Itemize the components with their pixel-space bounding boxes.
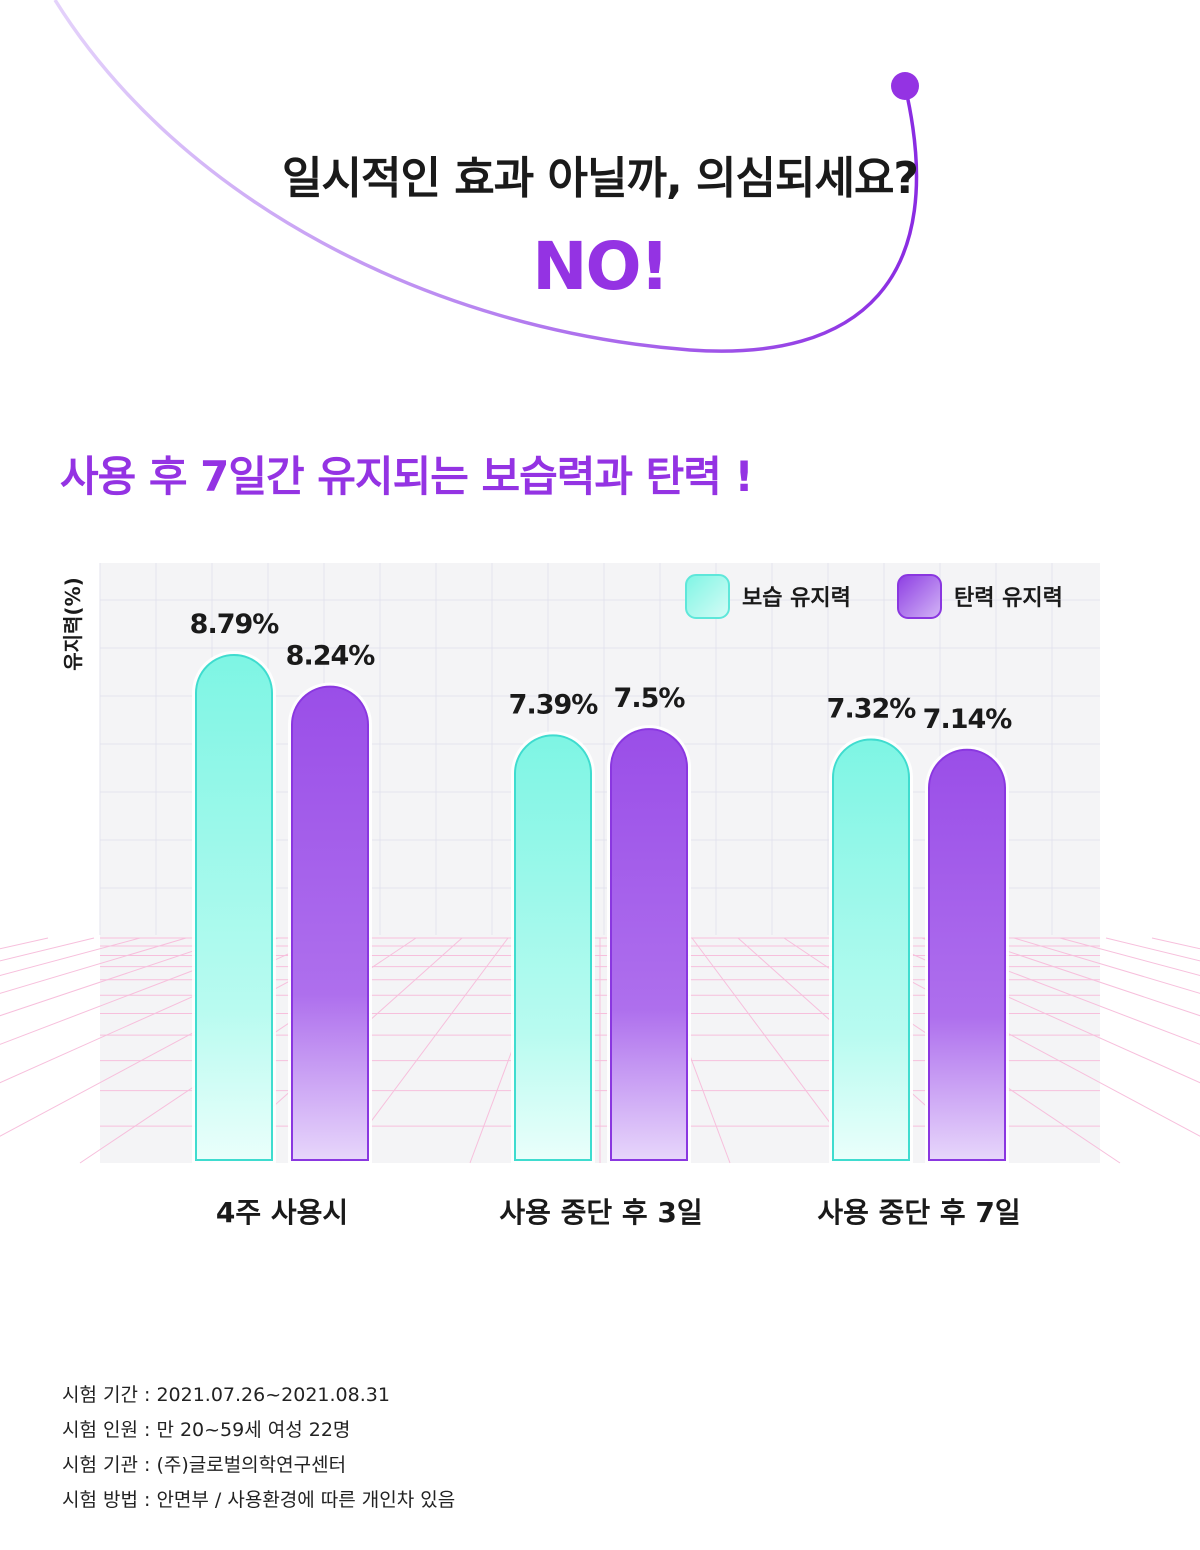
chart-subtitle: 사용 후 7일간 유지되는 보습력과 탄력 ! bbox=[60, 452, 754, 501]
legend: 보습 유지력 탄력 유지력 bbox=[685, 574, 1063, 619]
y-axis-label: 유지력(%) bbox=[61, 577, 85, 671]
bar-moisture-2 bbox=[514, 734, 592, 1161]
bar-elasticity-3 bbox=[928, 748, 1006, 1161]
headline-answer: NO! bbox=[532, 228, 669, 305]
category-label-3: 사용 중단 후 7일 bbox=[817, 1196, 1020, 1229]
bar-moisture-3 bbox=[832, 738, 910, 1161]
value-label-moisture-2: 7.39% bbox=[509, 689, 599, 720]
value-label-elasticity-2: 7.5% bbox=[614, 683, 686, 714]
headline-question: 일시적인 효과 아닐까, 의심되세요? bbox=[282, 153, 919, 204]
note-period: 시험 기간 : 2021.07.26~2021.08.31 bbox=[62, 1384, 390, 1406]
legend-label-elasticity: 탄력 유지력 bbox=[954, 586, 1063, 611]
value-label-moisture-1: 8.79% bbox=[190, 609, 280, 640]
note-method: 시험 방법 : 안면부 / 사용환경에 따른 개인차 있음 bbox=[62, 1489, 456, 1511]
note-institution: 시험 기관 : (주)글로벌의학연구센터 bbox=[62, 1454, 347, 1476]
curve-line bbox=[53, 0, 919, 353]
category-label-1: 4주 사용시 bbox=[216, 1196, 348, 1229]
bar-moisture-1 bbox=[195, 654, 273, 1161]
legend-label-moisture: 보습 유지력 bbox=[742, 586, 851, 611]
bar-elasticity-2 bbox=[610, 728, 688, 1161]
category-label-2: 사용 중단 후 3일 bbox=[499, 1196, 702, 1229]
value-label-elasticity-3: 7.14% bbox=[923, 704, 1013, 735]
legend-swatch-moisture bbox=[685, 574, 730, 619]
bar-elasticity-1 bbox=[291, 685, 369, 1161]
curve-end-dot bbox=[891, 72, 919, 100]
bar-chart: 8.79%8.24% 7.39% 7.5% 7.32% 7.14% 4주 사용시 사용 중… bbox=[0, 563, 1200, 1229]
test-notes: 시험 기간 : 2021.07.26~2021.08.31 시험 인원 : 만 … bbox=[62, 1378, 455, 1518]
value-label-moisture-3: 7.32% bbox=[827, 693, 917, 724]
legend-swatch-elasticity bbox=[897, 574, 942, 619]
note-subjects: 시험 인원 : 만 20~59세 여성 22명 bbox=[62, 1419, 351, 1441]
value-label-elasticity-1: 8.24% bbox=[286, 641, 376, 672]
decorative-curve bbox=[53, 0, 919, 353]
